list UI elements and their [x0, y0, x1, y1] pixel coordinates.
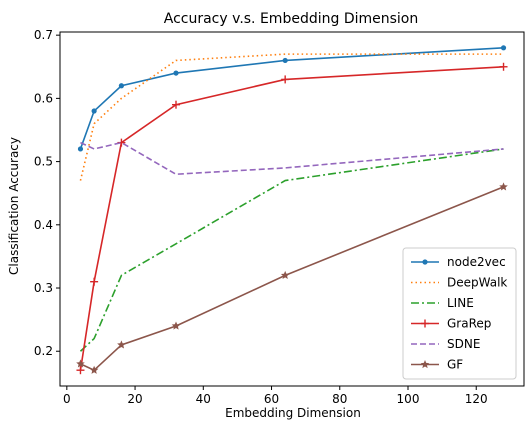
- y-tick-label: 0.7: [34, 28, 53, 42]
- y-tick-label: 0.6: [34, 91, 53, 105]
- legend-label: node2vec: [447, 255, 506, 269]
- data-point-node2vec: [77, 146, 84, 152]
- legend-item-deepwalk: DeepWalk: [411, 276, 507, 290]
- series-line-sdne: [80, 141, 504, 176]
- data-point-gf: [89, 365, 99, 374]
- data-point-gf: [117, 340, 126, 349]
- legend-item-line: LINE: [411, 296, 474, 310]
- series-line-line: [79, 148, 504, 352]
- y-tick-label: 0.5: [34, 155, 53, 169]
- series-line-node2vec: [79, 47, 504, 150]
- y-tick-label: 0.3: [34, 281, 53, 295]
- data-point-node2vec: [91, 108, 97, 114]
- y-axis-label: Classification Accuracy: [7, 137, 21, 275]
- data-point-node2vec: [500, 45, 507, 51]
- legend-marker: [422, 259, 428, 265]
- data-point-grarep: [499, 62, 508, 71]
- data-point-grarep: [281, 75, 290, 84]
- legend-item-node2vec: node2vec: [411, 255, 506, 269]
- plot-area: 0 20 40 60 80 100 120 0.2 0.3 0.4 0.5 0.6 0.7: [34, 28, 525, 406]
- legend-label: SDNE: [447, 337, 480, 351]
- data-point-node2vec: [118, 83, 125, 89]
- legend-label: GraRep: [447, 317, 491, 331]
- y-tick-label: 0.2: [34, 344, 53, 358]
- legend-item-gf: GF: [411, 358, 463, 372]
- y-tick-label: 0.4: [34, 218, 53, 232]
- legend-label: GF: [447, 358, 463, 372]
- x-tick-label: 80: [332, 392, 347, 406]
- legend-label: DeepWalk: [447, 276, 507, 290]
- x-tick-label: 100: [397, 392, 420, 406]
- chart-title: Accuracy v.s. Embedding Dimension: [164, 11, 418, 27]
- data-point-grarep: [90, 277, 99, 286]
- legend-label: LINE: [447, 296, 474, 310]
- legend-marker: [420, 360, 430, 369]
- legend-marker: [421, 319, 429, 328]
- legend-box: [402, 247, 517, 380]
- data-point-grarep: [172, 100, 180, 109]
- x-tick-label: 60: [264, 392, 279, 406]
- data-point-node2vec: [173, 70, 179, 76]
- data-point-gf: [76, 359, 85, 368]
- x-tick-label: 0: [63, 392, 71, 406]
- x-tick-label: 40: [196, 392, 211, 406]
- legend: node2vec DeepWalk LINE GraRep SDNE GF: [402, 247, 517, 380]
- data-point-gf: [499, 182, 508, 191]
- x-tick-label: 120: [465, 392, 488, 406]
- legend-item-sdne: SDNE: [411, 337, 480, 351]
- axes-frame: [59, 31, 525, 387]
- series-line-grarep: [79, 65, 504, 371]
- series-line-deepwalk: [79, 53, 504, 181]
- data-point-grarep: [76, 366, 85, 375]
- data-point-gf: [171, 321, 181, 330]
- x-tick-label: 20: [127, 392, 142, 406]
- legend-item-grarep: GraRep: [411, 317, 491, 331]
- data-point-gf: [280, 270, 290, 280]
- x-axis-label: Embedding Dimension: [225, 406, 361, 420]
- data-point-node2vec: [282, 57, 288, 64]
